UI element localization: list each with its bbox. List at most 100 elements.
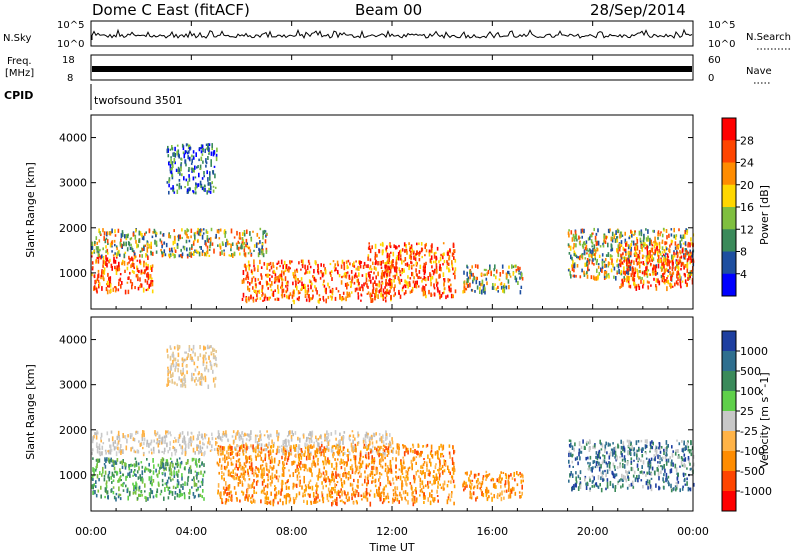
velocity-echo (337, 440, 340, 445)
power-echo (368, 271, 370, 274)
power-echo (180, 162, 183, 165)
velocity-echo (386, 471, 388, 474)
velocity-echo (602, 470, 604, 475)
velocity-echo (500, 496, 503, 502)
power-echo (433, 287, 436, 290)
power-echo (246, 229, 248, 234)
velocity-echo (150, 439, 153, 444)
power-echo (149, 265, 152, 271)
velocity-echo (223, 472, 225, 476)
power-echo (641, 277, 643, 280)
power-echo (107, 242, 109, 245)
velocity-echo (367, 451, 370, 456)
velocity-echo (432, 497, 434, 502)
power-echo (164, 253, 167, 257)
power-echo (428, 289, 430, 295)
power-echo (646, 280, 649, 284)
velocity-echo (591, 474, 594, 478)
power-echo (493, 274, 495, 277)
power-echo (422, 268, 425, 272)
velocity-echo (348, 435, 351, 440)
power-echo (627, 251, 630, 255)
power-echo (149, 274, 151, 280)
velocity-echo (261, 489, 263, 492)
velocity-echo (142, 446, 144, 450)
velocity-echo (224, 466, 227, 471)
velocity-echo (112, 441, 115, 447)
power-echo (689, 270, 692, 273)
power-colorbar-swatch (722, 184, 736, 208)
velocity-echo (311, 485, 314, 491)
velocity-echo (423, 492, 425, 497)
power-echo (688, 272, 690, 275)
power-echo (626, 275, 628, 278)
power-echo (689, 255, 692, 261)
velocity-echo (311, 430, 314, 436)
power-echo (109, 231, 112, 236)
velocity-echo (230, 457, 232, 461)
freq-tick-bottom: 8 (67, 73, 73, 84)
velocity-echo (381, 465, 384, 469)
velocity-echo (175, 486, 177, 490)
power-echo (97, 255, 100, 260)
velocity-echo (157, 463, 160, 467)
velocity-echo (232, 476, 235, 479)
velocity-echo (324, 456, 327, 461)
velocity-echo (238, 446, 241, 452)
velocity-echo (134, 457, 137, 460)
power-echo (224, 230, 227, 235)
power-echo (221, 241, 224, 246)
velocity-echo (235, 452, 237, 456)
power-echo (351, 277, 354, 280)
velocity-echo (237, 458, 240, 463)
velocity-echo (107, 495, 109, 500)
velocity-echo (179, 492, 182, 497)
velocity-echo (435, 473, 438, 478)
velocity-echo (362, 439, 365, 444)
velocity-echo (355, 500, 358, 503)
velocity-echo (354, 488, 357, 494)
velocity-echo (248, 461, 251, 464)
power-echo (257, 290, 259, 293)
power-echo (435, 260, 437, 264)
velocity-echo (346, 472, 348, 475)
power-echo (249, 231, 251, 236)
velocity-echo (385, 442, 388, 445)
velocity-echo (347, 456, 349, 462)
power-echo (654, 253, 656, 256)
velocity-echo (306, 443, 308, 447)
power-echo (187, 155, 189, 160)
velocity-echo (98, 458, 101, 463)
power-echo (683, 255, 685, 260)
power-echo (657, 278, 659, 284)
velocity-echo (242, 449, 244, 453)
velocity-echo (352, 491, 355, 495)
power-data-layer (91, 143, 695, 305)
velocity-echo (374, 484, 377, 488)
power-echo (126, 266, 129, 271)
velocity-echo (148, 476, 151, 481)
beam-title: Beam 00 (355, 1, 422, 19)
velocity-echo (91, 484, 94, 489)
power-echo (652, 267, 654, 271)
power-echo (310, 280, 312, 284)
velocity-echo (351, 469, 354, 474)
power-echo (571, 266, 574, 272)
velocity-echo (93, 472, 95, 477)
power-echo (266, 296, 269, 301)
velocity-echo (295, 497, 297, 500)
velocity-echo (160, 461, 162, 465)
power-echo (399, 270, 401, 274)
power-echo (493, 268, 495, 272)
power-echo (590, 275, 593, 280)
velocity-echo (178, 494, 181, 498)
power-echo (133, 250, 135, 253)
power-echo (427, 276, 430, 281)
velocity-echo (399, 475, 402, 481)
power-echo (664, 258, 667, 263)
power-echo (649, 237, 651, 243)
velocity-echo (231, 435, 234, 438)
power-echo (660, 274, 663, 279)
velocity-echo (421, 466, 424, 469)
velocity-echo (175, 470, 178, 475)
